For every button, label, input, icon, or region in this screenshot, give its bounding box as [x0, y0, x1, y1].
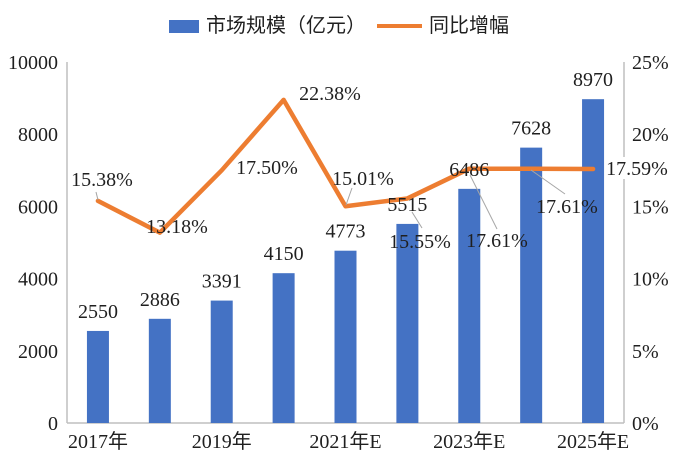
right-axis-tick-3: 15%: [632, 196, 669, 218]
line-label-6: 17.61%: [466, 230, 528, 252]
right-axis-tick-5: 25%: [632, 52, 669, 74]
legend: 市场规模（亿元） 同比增幅: [0, 13, 678, 39]
label-leader-line-4: [530, 169, 566, 195]
left-axis-tick-2: 4000: [18, 269, 58, 291]
bar-8: [582, 99, 605, 424]
left-axis-tick-0: 0: [48, 413, 58, 435]
right-axis-tick-1: 5%: [632, 341, 659, 363]
line-label-7: 17.61%: [536, 196, 598, 218]
bar-label-5: 5515: [387, 194, 427, 216]
legend-label-market-size: 市场规模（亿元）: [206, 15, 366, 37]
bar-label-7: 7628: [511, 118, 551, 140]
x-axis-tick-0: 2017年: [68, 430, 128, 453]
left-axis-tick-4: 8000: [18, 124, 58, 146]
line-label-4: 15.01%: [332, 168, 394, 190]
bar-label-3: 4150: [264, 243, 304, 265]
bar-label-0: 2550: [78, 301, 118, 323]
bar-label-4: 4773: [326, 221, 366, 243]
bar-2: [210, 300, 233, 423]
label-leader-line-0: [95, 191, 99, 201]
line-series-swatch-icon: [377, 24, 422, 28]
x-axis-tick-1: 2019年: [192, 430, 252, 453]
x-axis-tick-3: 2023年E: [433, 430, 505, 453]
bar-label-1: 2886: [140, 289, 180, 311]
bar-1: [148, 318, 171, 423]
line-label-2: 17.50%: [236, 157, 298, 179]
label-leader-line-3: [469, 174, 498, 230]
bar-4: [334, 250, 357, 423]
yoy-growth-line: [95, 97, 596, 235]
bar-7: [520, 147, 543, 423]
right-axis-tick-2: 10%: [632, 269, 669, 291]
bar-0: [86, 330, 109, 423]
x-axis-tick-4: 2025年E: [557, 430, 629, 453]
bar-label-2: 3391: [202, 271, 242, 293]
line-label-0: 15.38%: [71, 169, 133, 191]
bar-6: [458, 188, 481, 423]
line-label-3: 22.38%: [299, 83, 361, 105]
legend-label-yoy-growth: 同比增幅: [429, 15, 509, 37]
bar-5: [396, 223, 419, 423]
line-label-8: 17.59%: [606, 158, 668, 180]
bar-3: [272, 273, 295, 423]
label-backplate: [606, 157, 668, 179]
right-axis-tick-0: 0%: [632, 413, 659, 435]
left-axis-tick-5: 10000: [8, 52, 58, 74]
line-label-1: 13.18%: [146, 216, 208, 238]
legend-item-market-size: 市场规模（亿元）: [169, 13, 366, 39]
bar-series-swatch-icon: [169, 19, 199, 33]
label-leader-line-2: [411, 211, 423, 229]
bar-label-8: 8970: [573, 69, 613, 91]
left-axis-tick-3: 6000: [18, 196, 58, 218]
label-leader-line-1: [345, 187, 353, 206]
line-label-5: 15.55%: [389, 231, 451, 253]
bar-label-6: 6486: [449, 159, 489, 181]
x-axis-tick-2: 2021年E: [309, 430, 381, 453]
right-axis-tick-4: 20%: [632, 124, 669, 146]
legend-item-yoy-growth: 同比增幅: [377, 13, 509, 39]
left-axis-tick-1: 2000: [18, 341, 58, 363]
